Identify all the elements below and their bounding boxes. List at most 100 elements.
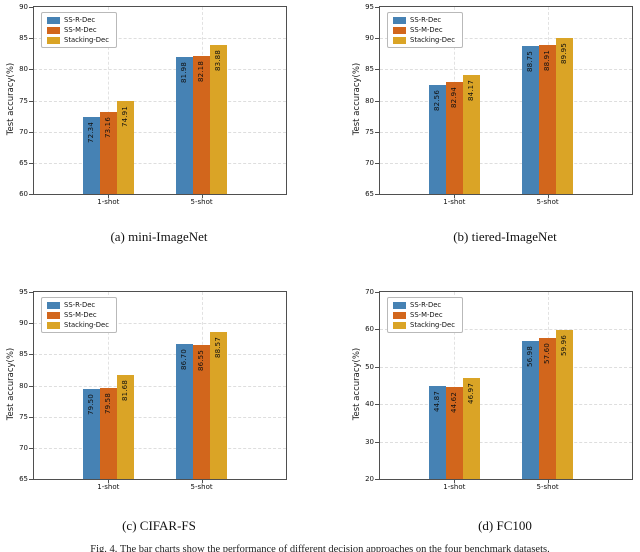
legend-color-swatch bbox=[393, 301, 406, 309]
y-tick-mark bbox=[29, 479, 33, 480]
bar-value-label: 86.70 bbox=[180, 348, 189, 370]
legend-item: SS-R-Dec bbox=[47, 301, 109, 309]
legend-color-swatch bbox=[393, 311, 406, 319]
bar-value-label: 73.16 bbox=[103, 116, 112, 139]
bar-SS-M-Dec-5-shot bbox=[193, 55, 211, 194]
y-tick-mark bbox=[375, 441, 379, 443]
y-tick-mark bbox=[375, 38, 379, 40]
legend-item-label: SS-R-Dec bbox=[410, 16, 442, 24]
gridline bbox=[34, 447, 286, 449]
legend-color-swatch bbox=[47, 321, 60, 329]
legend-color-swatch bbox=[393, 26, 406, 34]
x-tick-mark bbox=[547, 194, 549, 198]
gridline bbox=[380, 131, 632, 133]
gridline bbox=[34, 38, 286, 40]
bar-SS-M-Dec-5-shot bbox=[539, 338, 557, 479]
legend-item-label: SS-R-Dec bbox=[64, 16, 96, 24]
x-tick-label: 5-shot bbox=[190, 198, 213, 206]
bar-value-label: 56.98 bbox=[526, 345, 535, 367]
legend: SS-R-Dec SS-M-Dec Stacking-Dec bbox=[387, 297, 463, 333]
y-tick-mark bbox=[375, 131, 379, 133]
bar-value-label: 86.55 bbox=[197, 349, 206, 371]
legend-color-swatch bbox=[47, 36, 60, 44]
y-tick-label: 85 bbox=[365, 65, 374, 74]
bar-value-label: 88.91 bbox=[543, 49, 552, 71]
plot-area-tiered-imagenet: 65 70 75 80 85 90 95 1-shot 82.56 82.94 84.17 5-sho… bbox=[365, 3, 633, 206]
gridline bbox=[34, 69, 286, 71]
gridline bbox=[380, 366, 632, 368]
legend: SS-R-Dec SS-M-Dec Stacking-Dec bbox=[41, 12, 117, 48]
gridline bbox=[380, 329, 632, 331]
y-tick-label: 70 bbox=[365, 288, 374, 296]
bar-Stacking-Dec-1-shot bbox=[462, 74, 480, 194]
gridline bbox=[34, 131, 286, 133]
legend-item-label: Stacking-Dec bbox=[410, 321, 455, 329]
y-tick-mark bbox=[29, 162, 33, 164]
bar-value-label: 57.60 bbox=[543, 343, 552, 365]
y-tick-mark bbox=[29, 416, 33, 418]
x-tick-mark bbox=[454, 194, 456, 198]
x-tick-label: 1-shot bbox=[443, 198, 466, 206]
legend: SS-R-Dec SS-M-Dec Stacking-Dec bbox=[387, 12, 463, 48]
legend-item-label: SS-M-Dec bbox=[64, 26, 97, 34]
gridline bbox=[34, 385, 286, 387]
chart-panel-c: Test accuracy(%) 65 70 75 80 85 90 95 1-shot 79.… bbox=[0, 285, 320, 550]
y-tick-mark bbox=[29, 38, 33, 40]
subcaption-b: (b) tiered-ImageNet bbox=[453, 229, 557, 244]
y-tick-label: 60 bbox=[365, 325, 374, 334]
bar-value-label: 46.97 bbox=[466, 383, 475, 405]
bar-Stacking-Dec-5-shot bbox=[210, 332, 228, 479]
legend-color-swatch bbox=[393, 16, 406, 24]
bar-value-label: 74.91 bbox=[120, 106, 129, 128]
bar-Stacking-Dec-1-shot bbox=[462, 378, 480, 479]
legend-item-label: SS-R-Dec bbox=[410, 301, 442, 309]
legend-color-swatch bbox=[47, 301, 60, 309]
bar-value-label: 83.88 bbox=[214, 50, 223, 72]
y-tick-label: 40 bbox=[365, 400, 374, 409]
y-tick-label: 65 bbox=[365, 190, 374, 198]
y-tick-label: 80 bbox=[365, 96, 374, 105]
y-tick-label: 75 bbox=[19, 96, 28, 105]
bar-SS-M-Dec-1-shot bbox=[99, 111, 117, 194]
y-tick-mark bbox=[29, 7, 33, 8]
y-tick-mark bbox=[29, 194, 33, 195]
y-tick-mark bbox=[375, 194, 379, 195]
gridline bbox=[34, 323, 286, 325]
bar-SS-R-Dec-1-shot bbox=[82, 117, 100, 194]
y-tick-label: 75 bbox=[19, 412, 28, 421]
bar-SS-M-Dec-1-shot bbox=[445, 82, 463, 194]
legend-item: Stacking-Dec bbox=[47, 321, 109, 329]
legend-item: SS-R-Dec bbox=[393, 16, 455, 24]
gridline bbox=[34, 100, 286, 102]
y-tick-label: 75 bbox=[365, 127, 374, 136]
chart-panel-d: Test accuracy(%) 20 30 40 50 60 70 1-shot 44.87… bbox=[320, 285, 640, 550]
y-tick-label: 65 bbox=[19, 158, 28, 167]
gridline bbox=[380, 441, 632, 443]
y-tick-mark bbox=[29, 447, 33, 449]
bar-Stacking-Dec-1-shot bbox=[116, 101, 134, 194]
legend-item: SS-M-Dec bbox=[393, 26, 455, 34]
legend-item-label: SS-R-Dec bbox=[64, 301, 96, 309]
gridline bbox=[34, 354, 286, 356]
y-tick-label: 60 bbox=[19, 190, 28, 198]
bar-SS-R-Dec-1-shot bbox=[428, 385, 446, 479]
bar-value-label: 82.94 bbox=[449, 87, 458, 109]
y-tick-mark bbox=[375, 404, 379, 406]
gridline bbox=[380, 162, 632, 164]
bar-SS-M-Dec-5-shot bbox=[193, 344, 211, 479]
legend-item-label: SS-M-Dec bbox=[410, 311, 443, 319]
y-tick-label: 90 bbox=[19, 319, 28, 328]
legend-item: Stacking-Dec bbox=[393, 36, 455, 44]
x-tick-label: 5-shot bbox=[536, 483, 559, 491]
y-tick-label: 95 bbox=[19, 288, 28, 296]
bar-SS-R-Dec-5-shot bbox=[176, 343, 194, 479]
y-tick-label: 70 bbox=[19, 443, 28, 452]
x-tick-label: 1-shot bbox=[97, 483, 120, 491]
bar-SS-R-Dec-5-shot bbox=[522, 45, 540, 194]
gridline bbox=[380, 404, 632, 406]
bar-SS-R-Dec-5-shot bbox=[176, 56, 194, 194]
plot-area-cifar-fs: 65 70 75 80 85 90 95 1-shot 79.50 79.58 81.68 5-sho… bbox=[19, 288, 287, 491]
bar-value-label: 79.58 bbox=[103, 393, 112, 415]
bar-value-label: 88.57 bbox=[214, 337, 223, 359]
